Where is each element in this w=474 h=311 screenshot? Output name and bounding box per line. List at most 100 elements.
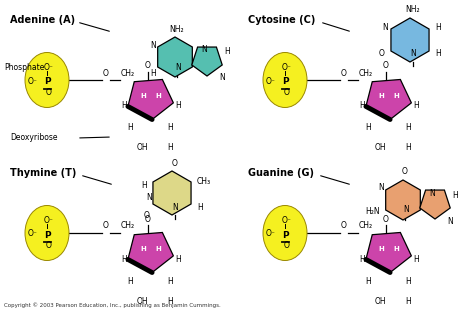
Text: H: H bbox=[224, 48, 230, 57]
Text: O: O bbox=[145, 62, 151, 71]
Text: H: H bbox=[155, 246, 161, 252]
Text: O: O bbox=[383, 62, 389, 71]
Text: H: H bbox=[413, 101, 419, 110]
Text: H: H bbox=[155, 93, 161, 99]
Text: H: H bbox=[127, 276, 133, 285]
Text: P: P bbox=[44, 230, 50, 239]
Text: O: O bbox=[145, 215, 151, 224]
Text: H: H bbox=[365, 123, 371, 132]
Text: CH₃: CH₃ bbox=[197, 177, 211, 185]
Text: O: O bbox=[284, 88, 290, 97]
Text: OH: OH bbox=[136, 296, 148, 305]
Text: OH: OH bbox=[374, 296, 386, 305]
Text: CH₂: CH₂ bbox=[359, 221, 373, 230]
Text: H: H bbox=[140, 246, 146, 252]
Text: H: H bbox=[121, 101, 127, 110]
Text: O: O bbox=[103, 68, 109, 77]
Text: H₂N: H₂N bbox=[365, 207, 380, 216]
Text: N: N bbox=[172, 202, 178, 211]
Text: O⁻: O⁻ bbox=[28, 230, 37, 239]
Text: N: N bbox=[403, 206, 409, 215]
Text: H: H bbox=[359, 101, 365, 110]
Text: N: N bbox=[447, 216, 453, 225]
Text: H: H bbox=[359, 254, 365, 263]
Text: H: H bbox=[405, 143, 411, 152]
Text: N: N bbox=[219, 73, 225, 82]
Text: H: H bbox=[167, 123, 173, 132]
Text: O: O bbox=[383, 215, 389, 224]
Text: CH₂: CH₂ bbox=[359, 68, 373, 77]
Text: O: O bbox=[144, 211, 150, 220]
Text: H: H bbox=[435, 24, 441, 33]
Text: H: H bbox=[197, 202, 203, 211]
Polygon shape bbox=[386, 180, 420, 220]
Text: Adenine (A): Adenine (A) bbox=[10, 15, 75, 25]
Text: N: N bbox=[146, 193, 152, 202]
Text: O⁻: O⁻ bbox=[28, 77, 37, 86]
Text: O⁻: O⁻ bbox=[282, 63, 292, 72]
Text: O⁻: O⁻ bbox=[266, 230, 276, 239]
Text: H: H bbox=[175, 101, 181, 110]
Text: H: H bbox=[405, 296, 411, 305]
Polygon shape bbox=[128, 233, 173, 272]
Ellipse shape bbox=[25, 53, 69, 108]
Text: O: O bbox=[172, 159, 178, 168]
Text: O⁻: O⁻ bbox=[44, 216, 54, 225]
Polygon shape bbox=[366, 233, 411, 272]
Polygon shape bbox=[158, 37, 192, 77]
Text: Copyright © 2003 Pearson Education, Inc., publishing as Benjamin Cummings.: Copyright © 2003 Pearson Education, Inc.… bbox=[4, 302, 221, 308]
Text: H: H bbox=[150, 68, 156, 77]
Text: H: H bbox=[378, 246, 384, 252]
Text: H: H bbox=[378, 93, 384, 99]
Text: H: H bbox=[405, 123, 411, 132]
Text: N: N bbox=[175, 63, 181, 72]
Text: H: H bbox=[405, 276, 411, 285]
Text: CH₂: CH₂ bbox=[121, 221, 135, 230]
Text: H: H bbox=[435, 49, 441, 58]
Text: O: O bbox=[341, 221, 347, 230]
Text: O⁻: O⁻ bbox=[266, 77, 276, 86]
Text: N: N bbox=[201, 45, 207, 54]
Text: O: O bbox=[402, 168, 408, 177]
Text: N: N bbox=[378, 183, 384, 193]
Polygon shape bbox=[153, 171, 191, 215]
Text: OH: OH bbox=[374, 143, 386, 152]
Text: N: N bbox=[150, 40, 156, 49]
Text: H: H bbox=[167, 276, 173, 285]
Text: O: O bbox=[46, 88, 52, 97]
Ellipse shape bbox=[25, 206, 69, 261]
Text: Phosphate: Phosphate bbox=[4, 63, 45, 72]
Text: H: H bbox=[175, 254, 181, 263]
Polygon shape bbox=[192, 47, 222, 76]
Text: N: N bbox=[410, 49, 416, 58]
Text: O: O bbox=[284, 241, 290, 250]
Text: Guanine (G): Guanine (G) bbox=[248, 168, 314, 178]
Text: O: O bbox=[379, 49, 385, 58]
Polygon shape bbox=[128, 80, 173, 119]
Text: H: H bbox=[365, 276, 371, 285]
Text: O: O bbox=[46, 241, 52, 250]
Text: P: P bbox=[44, 77, 50, 86]
Text: Cytosine (C): Cytosine (C) bbox=[248, 15, 315, 25]
Text: H: H bbox=[167, 296, 173, 305]
Text: CH₂: CH₂ bbox=[121, 68, 135, 77]
Text: H: H bbox=[452, 191, 458, 199]
Text: NH₂: NH₂ bbox=[406, 6, 420, 15]
Text: H: H bbox=[393, 93, 399, 99]
Text: H: H bbox=[121, 254, 127, 263]
Text: N: N bbox=[429, 188, 435, 197]
Text: OH: OH bbox=[136, 143, 148, 152]
Text: H: H bbox=[127, 123, 133, 132]
Text: H: H bbox=[140, 93, 146, 99]
Polygon shape bbox=[391, 18, 429, 62]
Text: H: H bbox=[141, 180, 147, 189]
Text: O⁻: O⁻ bbox=[282, 216, 292, 225]
Text: H: H bbox=[167, 143, 173, 152]
Text: O: O bbox=[103, 221, 109, 230]
Text: H: H bbox=[393, 246, 399, 252]
Text: P: P bbox=[282, 77, 288, 86]
Ellipse shape bbox=[263, 53, 307, 108]
Polygon shape bbox=[420, 190, 450, 219]
Polygon shape bbox=[366, 80, 411, 119]
Ellipse shape bbox=[263, 206, 307, 261]
